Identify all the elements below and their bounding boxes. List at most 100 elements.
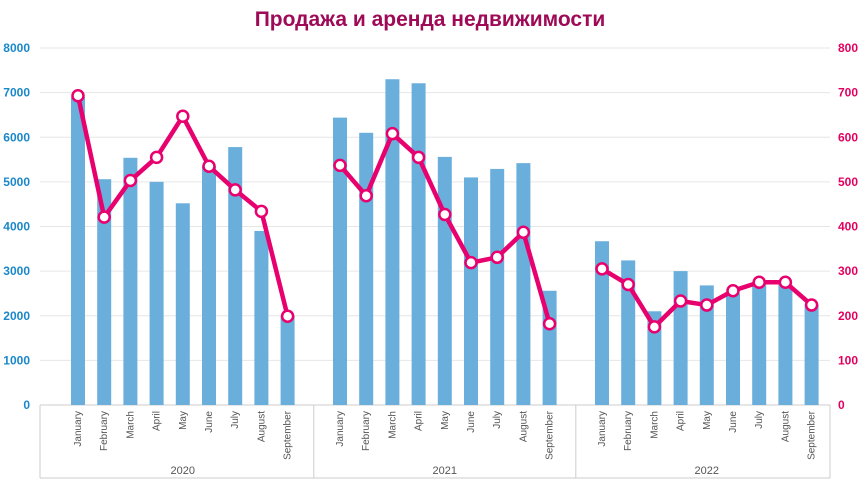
bar	[228, 147, 243, 405]
month-label: March	[125, 411, 136, 439]
bar	[411, 83, 426, 405]
line-marker	[202, 159, 216, 174]
line-marker	[411, 150, 426, 165]
line-marker	[778, 275, 793, 290]
month-label: September	[545, 410, 556, 460]
bar	[490, 168, 505, 405]
month-label: January	[597, 411, 608, 447]
left-tick-label: 7000	[3, 86, 30, 100]
bar	[359, 132, 374, 405]
bar	[647, 311, 662, 405]
line-marker	[621, 277, 635, 292]
month-label: April	[676, 411, 687, 431]
left-tick-label: 5000	[3, 175, 30, 189]
line-marker	[490, 250, 504, 265]
right-tick-label: 500	[838, 175, 858, 189]
month-label: January	[335, 411, 346, 447]
bar	[280, 315, 295, 405]
right-tick-label: 400	[838, 220, 858, 234]
line-marker	[726, 284, 740, 298]
line-marker	[97, 210, 111, 224]
month-label: May	[702, 411, 713, 430]
bar	[333, 117, 347, 406]
right-tick-label: 100	[838, 353, 858, 367]
line-marker	[516, 225, 531, 240]
line-marker	[647, 320, 662, 334]
right-tick-label: 800	[838, 41, 858, 55]
line-marker	[228, 183, 242, 197]
month-label: January	[73, 411, 84, 447]
line-marker	[752, 275, 766, 290]
month-label: August	[780, 411, 791, 442]
month-label: June	[728, 411, 739, 433]
line-marker	[333, 158, 347, 173]
left-tick-label: 8000	[3, 41, 30, 55]
left-tick-label: 6000	[3, 130, 30, 144]
chart-title: Продажа и аренда недвижимости	[254, 8, 606, 31]
left-tick-label: 1000	[3, 353, 30, 367]
line-marker	[804, 298, 819, 312]
line-marker	[700, 298, 714, 312]
right-tick-label: 300	[838, 264, 858, 278]
bar	[673, 271, 688, 405]
month-label: June	[466, 411, 477, 433]
bar	[778, 284, 793, 405]
line-marker	[595, 262, 609, 276]
right-tick-label: 700	[838, 86, 858, 100]
month-label: September	[807, 410, 818, 460]
bar	[621, 260, 636, 405]
line-marker	[71, 88, 85, 103]
bar	[149, 181, 164, 405]
year-label: 2020	[171, 465, 195, 477]
bar	[385, 79, 400, 406]
left-tick-label: 3000	[3, 264, 30, 278]
month-label: July	[492, 411, 503, 429]
left-tick-label: 2000	[3, 309, 30, 323]
bar	[123, 157, 138, 405]
left-tick-label: 0	[23, 398, 30, 412]
month-label: April	[414, 411, 425, 431]
month-label: September	[283, 410, 294, 460]
line-marker	[438, 207, 452, 222]
line-marker	[673, 294, 688, 308]
bar	[254, 230, 269, 405]
bar	[804, 304, 819, 405]
month-label: March	[649, 411, 660, 439]
bar	[71, 97, 85, 406]
month-label: April	[152, 411, 163, 431]
month-label: February	[99, 411, 110, 451]
left-tick-label: 4000	[3, 220, 30, 234]
month-label: May	[440, 411, 451, 430]
bar	[97, 179, 112, 405]
line-marker	[385, 126, 400, 141]
month-label: July	[754, 411, 765, 429]
month-label: July	[230, 411, 241, 429]
bar	[699, 285, 714, 405]
bar	[516, 163, 531, 405]
bar	[464, 177, 478, 405]
bar	[175, 203, 190, 405]
right-tick-label: 600	[838, 130, 858, 144]
right-tick-label: 0	[838, 398, 845, 412]
month-label: March	[387, 411, 398, 439]
line-marker	[280, 309, 295, 323]
month-label: February	[361, 411, 372, 451]
month-label: May	[178, 411, 189, 430]
line-marker	[359, 188, 373, 203]
bar	[437, 156, 452, 405]
line-marker	[123, 173, 138, 188]
month-label: August	[518, 411, 529, 442]
bar	[202, 166, 216, 405]
bar	[752, 284, 767, 405]
bar	[595, 241, 609, 405]
month-label: August	[256, 411, 267, 442]
year-label: 2022	[695, 465, 719, 477]
line-marker	[464, 255, 478, 270]
bar	[726, 293, 740, 405]
month-label: February	[623, 411, 634, 451]
line-marker	[176, 109, 190, 124]
month-label: June	[204, 411, 215, 433]
line-marker	[149, 150, 164, 165]
